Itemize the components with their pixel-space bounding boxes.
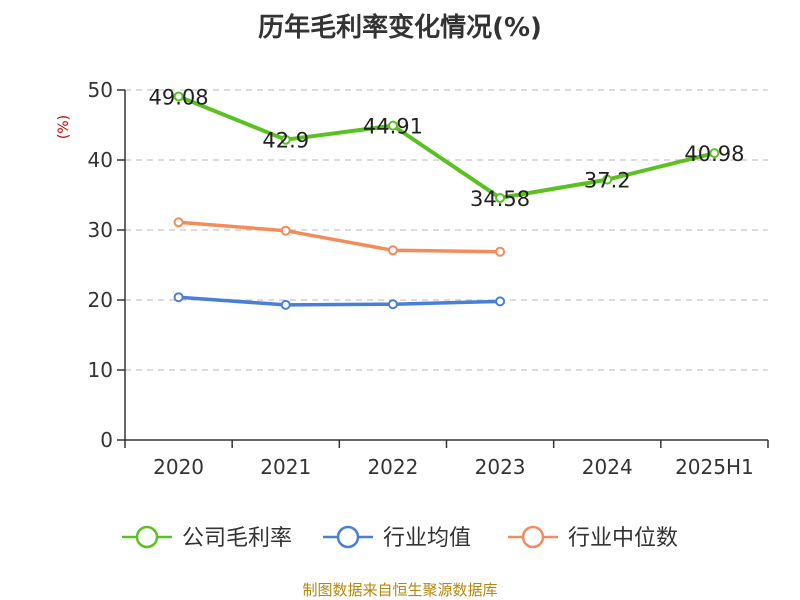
x-axis-ticks: 2020 2021 2022 2023 2024 2025H1: [153, 455, 754, 479]
source-note: 制图数据来自恒生聚源数据库: [302, 581, 497, 599]
legend-item[interactable]: 行业均值: [323, 525, 471, 551]
legend-label: 公司毛利率: [182, 526, 292, 551]
data-point: [173, 217, 184, 228]
x-tick-label: 2024: [582, 455, 633, 479]
legend-label: 行业中位数: [568, 526, 678, 551]
y-tick-label: 50: [88, 78, 113, 102]
gridlines: [125, 89, 768, 371]
series-group: [173, 91, 720, 310]
axes: [117, 89, 769, 448]
legend-item[interactable]: 公司毛利率: [122, 525, 292, 551]
data-point: [495, 296, 506, 307]
series-line: [178, 220, 501, 254]
y-tick-label: 0: [100, 428, 113, 452]
series-line: [177, 94, 715, 200]
x-tick-label: 2021: [260, 455, 311, 479]
data-point: [280, 299, 291, 310]
data-label: 42.9: [262, 129, 309, 153]
legend-item[interactable]: 行业中位数: [508, 525, 678, 551]
data-point: [280, 225, 291, 236]
data-point: [495, 192, 506, 203]
x-tick-label: 2025H1: [675, 455, 754, 479]
data-point: [387, 245, 398, 256]
data-point: [709, 148, 720, 159]
legend-label: 行业均值: [383, 526, 471, 551]
x-tick-label: 2020: [153, 455, 204, 479]
y-axis-label: (%): [56, 115, 72, 139]
legend-marker: [336, 525, 360, 549]
x-tick-label: 2022: [367, 455, 418, 479]
y-tick-label: 40: [88, 148, 113, 172]
data-point: [173, 292, 184, 303]
data-point: [387, 120, 398, 131]
data-point: [602, 174, 613, 185]
data-point: [173, 91, 184, 102]
y-tick-label: 30: [88, 218, 113, 242]
y-axis-ticks: 0 10 20 30 40 50: [88, 78, 113, 452]
series-line: [178, 295, 501, 307]
data-point: [387, 299, 398, 310]
data-label: 37.2: [584, 169, 631, 193]
x-tick-label: 2023: [475, 455, 526, 479]
y-tick-label: 10: [88, 358, 113, 382]
data-point: [495, 246, 506, 257]
data-point: [280, 134, 291, 145]
data-label: 40.98: [684, 142, 744, 166]
y-tick-label: 20: [88, 288, 113, 312]
data-labels: 49.08 42.9 44.91 34.58 37.2 40.98: [149, 85, 745, 211]
data-label: 34.58: [470, 187, 530, 211]
legend[interactable]: 公司毛利率 行业均值 行业中位数: [122, 525, 678, 551]
legend-marker: [521, 525, 545, 549]
data-label: 49.08: [149, 85, 209, 109]
chart-title: 历年毛利率变化情况(%): [258, 12, 542, 43]
legend-marker: [135, 525, 159, 549]
data-label: 44.91: [363, 115, 423, 139]
